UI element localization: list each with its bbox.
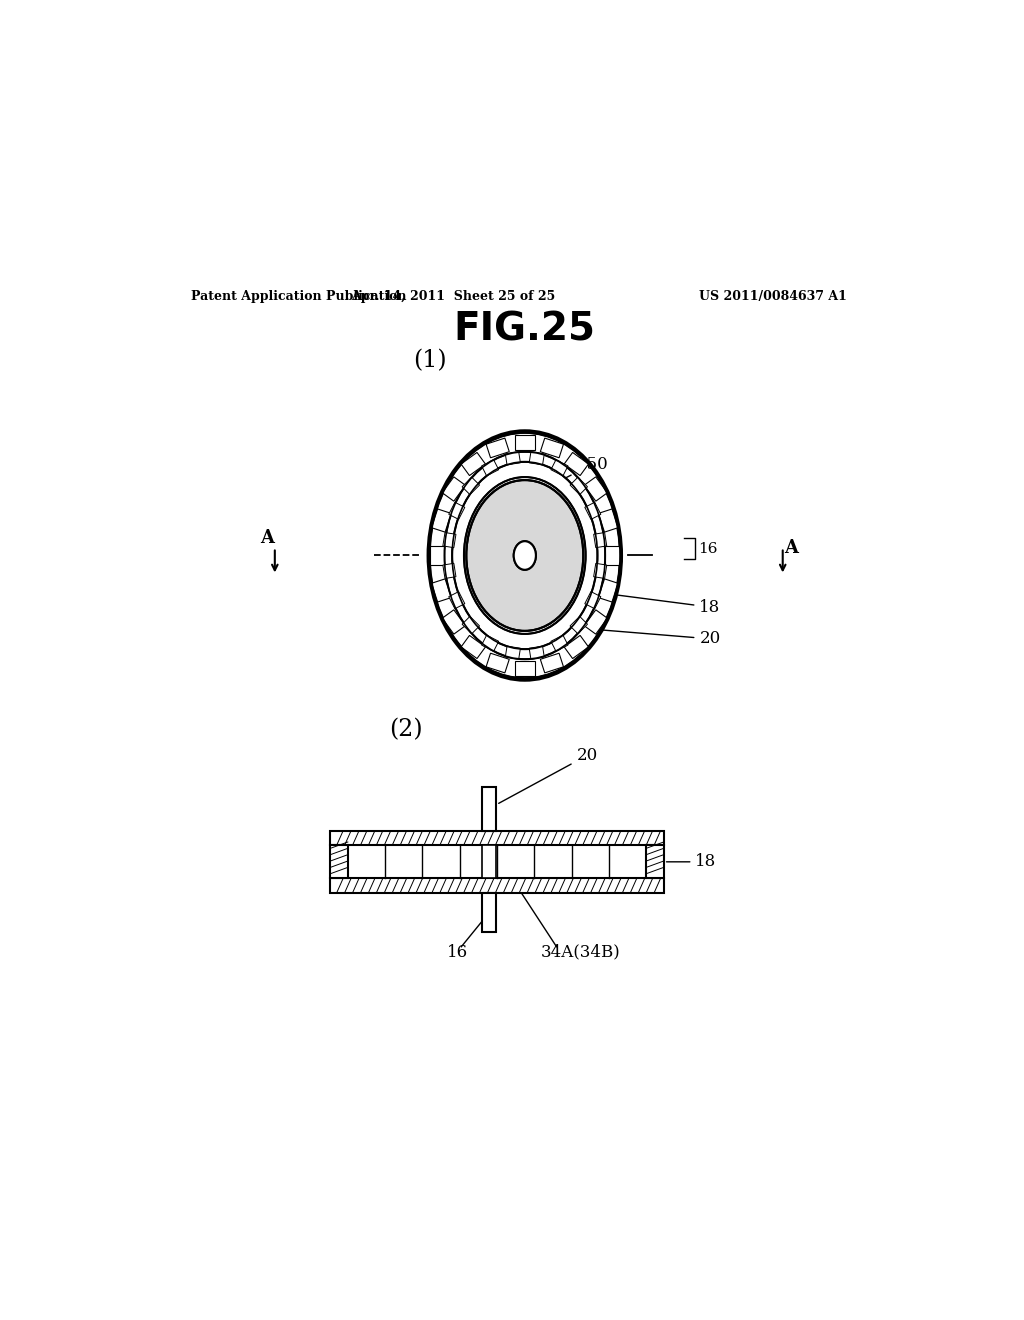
Bar (331, 879, 664, 892)
Bar (462, 616, 479, 634)
Bar (481, 459, 499, 475)
Bar (564, 635, 589, 659)
Ellipse shape (466, 480, 584, 631)
Bar (430, 545, 444, 565)
Bar (646, 845, 664, 879)
Bar (541, 653, 563, 673)
Bar (594, 532, 607, 548)
Ellipse shape (453, 462, 597, 649)
Bar (551, 459, 568, 475)
Bar (442, 564, 456, 578)
Text: A: A (783, 539, 798, 557)
Bar (431, 579, 452, 602)
Bar (529, 647, 545, 659)
Text: Apr. 14, 2011  Sheet 25 of 25: Apr. 14, 2011 Sheet 25 of 25 (351, 290, 555, 304)
Text: 16: 16 (446, 944, 468, 961)
Bar (442, 532, 456, 548)
Bar (431, 510, 452, 532)
Text: Patent Application Publication: Patent Application Publication (191, 290, 407, 304)
Text: 20: 20 (596, 630, 721, 647)
Text: FIG.25: FIG.25 (454, 310, 596, 348)
Bar (461, 635, 485, 659)
Bar (482, 787, 497, 830)
Bar (570, 616, 588, 634)
Bar (331, 845, 348, 879)
Ellipse shape (429, 433, 621, 678)
Ellipse shape (444, 451, 605, 659)
Text: 16: 16 (697, 541, 717, 556)
Bar (481, 635, 499, 651)
Text: (1): (1) (413, 350, 446, 372)
Bar (598, 510, 618, 532)
Bar (605, 545, 620, 565)
Text: A: A (260, 529, 273, 546)
Bar (449, 503, 465, 519)
Bar (505, 647, 520, 659)
Bar (551, 635, 568, 651)
Text: 18: 18 (667, 853, 717, 870)
Bar (570, 478, 588, 495)
Bar (515, 661, 535, 676)
Bar (585, 477, 607, 502)
Bar (331, 830, 664, 845)
Ellipse shape (464, 477, 586, 634)
Text: 250: 250 (556, 455, 608, 483)
Bar (462, 478, 479, 495)
Bar (486, 653, 509, 673)
Text: 20: 20 (499, 747, 598, 804)
Bar (461, 453, 485, 475)
Bar (482, 892, 497, 932)
Bar (529, 451, 545, 465)
Bar (564, 453, 589, 475)
Bar (515, 436, 535, 450)
Bar (442, 610, 465, 634)
Text: US 2011/0084637 A1: US 2011/0084637 A1 (699, 290, 847, 304)
Bar (585, 503, 601, 519)
Text: 18: 18 (604, 593, 721, 615)
Bar (541, 438, 563, 458)
Bar (585, 610, 607, 634)
Ellipse shape (514, 541, 536, 570)
Bar (486, 438, 509, 458)
Bar (594, 564, 607, 578)
Ellipse shape (514, 541, 536, 570)
Bar (505, 451, 520, 465)
Bar (449, 591, 465, 609)
Bar (482, 845, 497, 879)
Bar (442, 477, 465, 502)
Bar (585, 591, 601, 609)
Text: (2): (2) (389, 718, 423, 742)
Text: 34A(34B): 34A(34B) (541, 944, 621, 961)
Bar (598, 579, 618, 602)
